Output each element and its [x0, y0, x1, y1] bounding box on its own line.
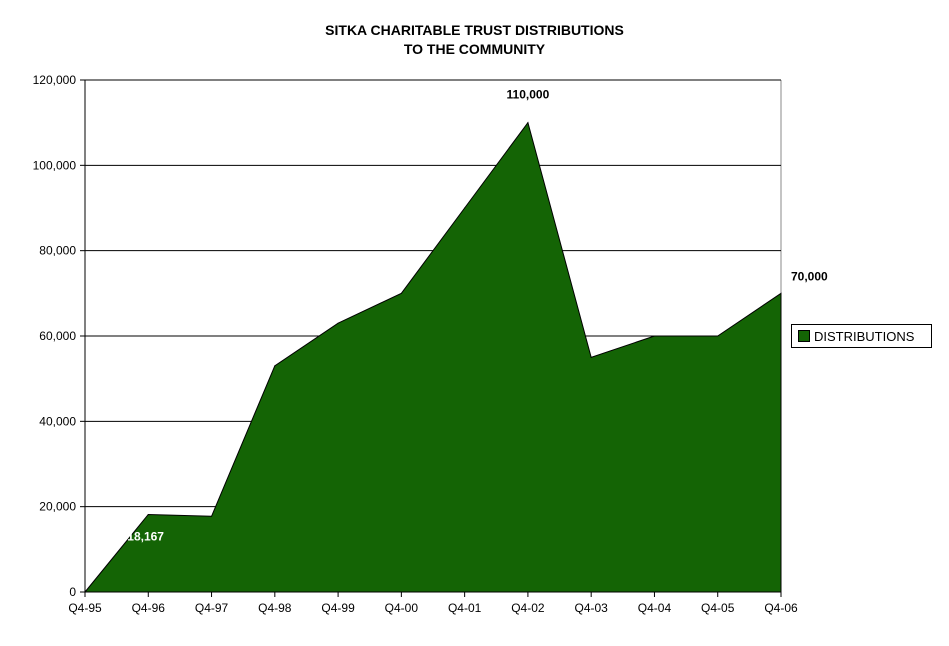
data-point [147, 513, 149, 515]
chart-subtitle: TO THE COMMUNITY [403, 41, 546, 57]
data-point [337, 322, 339, 324]
y-tick-label: 40,000 [39, 414, 76, 428]
series-area-distributions [83, 121, 782, 593]
legend-swatch [798, 330, 810, 342]
x-tick-label: Q4-95 [68, 601, 102, 615]
y-tick-label: 20,000 [39, 500, 76, 514]
data-label: 110,000 [507, 88, 550, 102]
data-point [527, 122, 529, 124]
y-tick-label: 100,000 [33, 158, 77, 172]
x-tick-label: Q4-98 [258, 601, 292, 615]
x-tick-label: Q4-02 [511, 601, 545, 615]
x-tick-label: Q4-04 [638, 601, 672, 615]
x-tick-label: Q4-06 [764, 601, 798, 615]
x-tick-label: Q4-97 [195, 601, 229, 615]
y-tick-label: 0 [69, 585, 76, 599]
data-point [590, 356, 592, 358]
x-tick-label: Q4-03 [575, 601, 609, 615]
y-tick-label: 120,000 [33, 73, 77, 87]
x-tick-label: Q4-05 [701, 601, 735, 615]
x-tick-label: Q4-99 [321, 601, 355, 615]
data-point [211, 515, 213, 517]
data-point [780, 292, 782, 294]
y-tick-label: 60,000 [39, 329, 76, 343]
data-label: 18,167 [127, 529, 164, 543]
legend-label: DISTRIBUTIONS [814, 328, 915, 344]
data-point [274, 365, 276, 367]
chart-title: SITKA CHARITABLE TRUST DISTRIBUTIONS [325, 22, 624, 38]
data-label: 70,000 [791, 269, 828, 283]
x-tick-label: Q4-96 [132, 601, 166, 615]
legend: DISTRIBUTIONS [791, 324, 932, 348]
data-point [717, 335, 719, 337]
x-tick-label: Q4-01 [448, 601, 482, 615]
x-tick-label: Q4-00 [385, 601, 419, 615]
data-point [400, 292, 402, 294]
y-tick-label: 80,000 [39, 244, 76, 258]
data-point [464, 207, 466, 209]
data-point [653, 335, 655, 337]
